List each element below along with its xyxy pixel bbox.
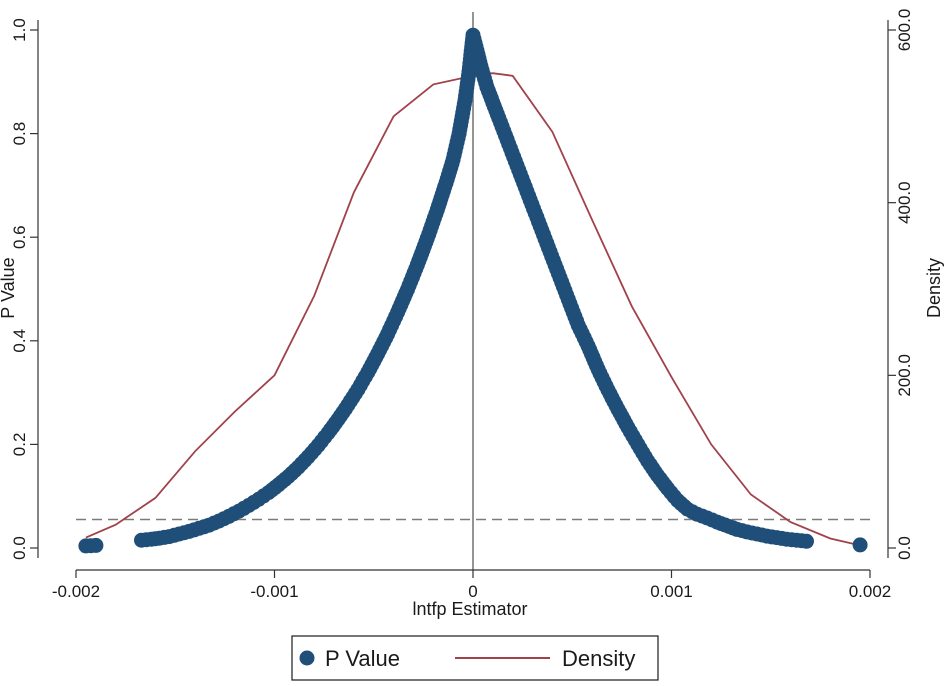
y-tick-label-left: 0.0 bbox=[10, 536, 29, 560]
p-value-point bbox=[852, 537, 868, 553]
y-tick-label-left: 0.8 bbox=[10, 122, 29, 146]
y-axis-title-left: P Value bbox=[0, 257, 18, 318]
y-tick-label-left: 0.6 bbox=[10, 225, 29, 249]
y-tick-label-right: 200.0 bbox=[895, 354, 914, 397]
axes bbox=[30, 20, 896, 578]
legend-p-value-label: P Value bbox=[325, 646, 400, 671]
x-tick-label: 0.001 bbox=[650, 582, 693, 601]
legend-p-value-marker bbox=[299, 650, 315, 666]
y-tick-label-right: 0.0 bbox=[895, 536, 914, 560]
x-axis-title: lntfp Estimator bbox=[412, 599, 527, 619]
x-tick-label: 0.002 bbox=[849, 582, 892, 601]
x-tick-label: 0 bbox=[468, 582, 477, 601]
p-value-point bbox=[799, 533, 814, 549]
legend-density-label: Density bbox=[562, 646, 635, 671]
x-tick-label: -0.002 bbox=[52, 582, 100, 601]
reference-lines bbox=[76, 12, 876, 570]
y-tick-label-right: 400.0 bbox=[895, 181, 914, 224]
y-tick-label-left: 0.4 bbox=[10, 329, 29, 353]
y-tick-label-left: 0.2 bbox=[10, 433, 29, 457]
tick-labels: -0.002 -0.001 0 0.001 0.002 0.0 0.2 0.4 0.6 0.8 1.… bbox=[10, 9, 914, 601]
y-tick-label-left: 1.0 bbox=[10, 18, 29, 42]
x-tick-label: -0.001 bbox=[250, 582, 298, 601]
legend: P Value Density bbox=[291, 635, 659, 681]
y-axis-title-right: Density bbox=[924, 258, 944, 318]
p-value-series bbox=[78, 27, 868, 554]
p-value-point bbox=[88, 537, 104, 553]
y-tick-label-right: 600.0 bbox=[895, 9, 914, 52]
